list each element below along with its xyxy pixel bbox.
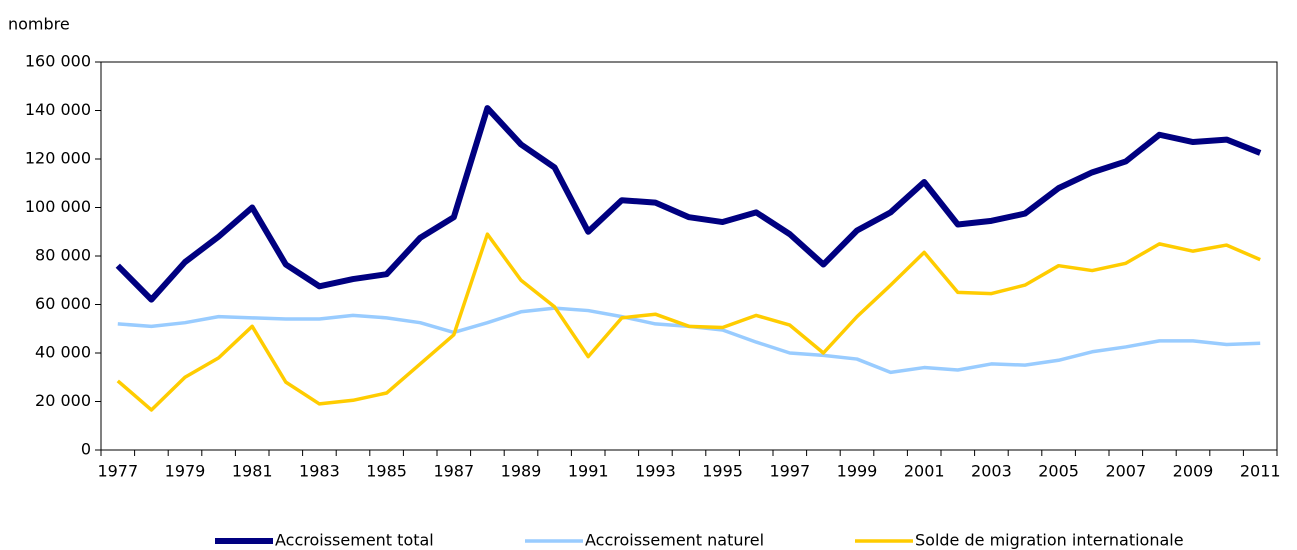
y-tick-label: 120 000	[25, 149, 91, 168]
x-tick-label: 2005	[1038, 462, 1079, 481]
x-tick-label: 1985	[366, 462, 407, 481]
y-tick-label: 140 000	[25, 100, 91, 119]
y-tick-label: 40 000	[35, 343, 91, 362]
x-tick-label: 2009	[1173, 462, 1214, 481]
x-tick-label: 1983	[299, 462, 340, 481]
series-line	[117, 306, 1261, 375]
x-tick-label: 1993	[635, 462, 676, 481]
x-tick-label: 1989	[501, 462, 542, 481]
y-tick-label: 100 000	[25, 197, 91, 216]
y-tick-label: 160 000	[25, 52, 91, 71]
x-tick-label: 1991	[568, 462, 609, 481]
legend-label: Accroissement total	[275, 531, 434, 550]
legend-label: Accroissement naturel	[585, 531, 764, 550]
y-tick-label: 80 000	[35, 246, 91, 265]
x-tick-label: 1977	[97, 462, 138, 481]
x-tick-label: 2001	[904, 462, 945, 481]
x-tick-label: 1981	[232, 462, 273, 481]
legend-label: Solde de migration internationale	[915, 531, 1184, 550]
y-tick-label: 20 000	[35, 391, 91, 410]
x-tick-label: 1997	[769, 462, 810, 481]
x-tick-label: 2007	[1105, 462, 1146, 481]
y-tick-label: 60 000	[35, 294, 91, 313]
x-tick-label: 1979	[165, 462, 206, 481]
x-tick-label: 1987	[433, 462, 474, 481]
x-tick-label: 1999	[837, 462, 878, 481]
x-tick-label: 2011	[1240, 462, 1281, 481]
y-tick-label: 0	[81, 440, 91, 459]
series-line	[115, 105, 1262, 303]
series-line	[116, 232, 1261, 412]
y-axis-label: nombre	[8, 15, 70, 34]
x-tick-label: 2003	[971, 462, 1012, 481]
x-tick-label: 1995	[702, 462, 743, 481]
